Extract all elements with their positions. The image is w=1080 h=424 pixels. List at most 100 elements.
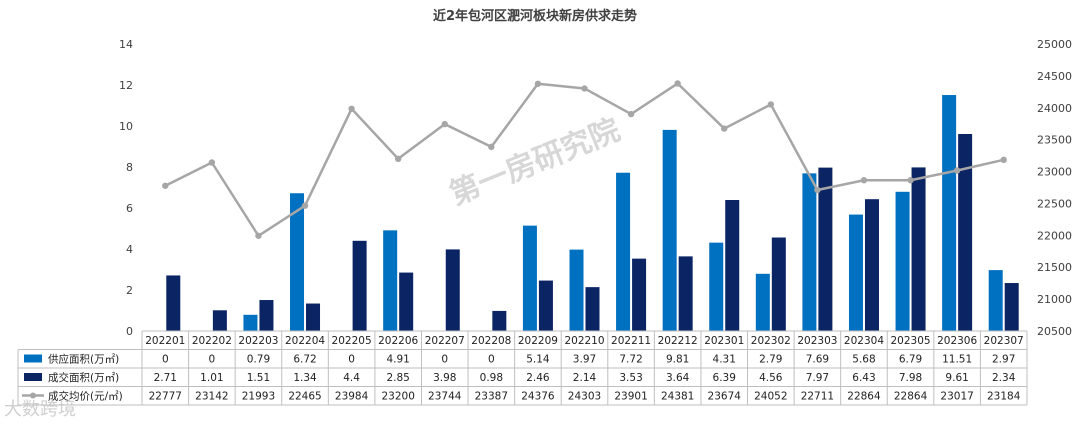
bar-supply xyxy=(616,172,631,331)
y-left-tick-label: 12 xyxy=(119,79,133,92)
x-tick-label: 202209 xyxy=(518,335,558,347)
x-tick-label: 202204 xyxy=(285,335,325,347)
x-tick-label: 202202 xyxy=(192,335,232,347)
table-cell: 7.69 xyxy=(806,354,829,366)
price-point xyxy=(301,202,309,209)
chart-title: 近2年包河区淝河板块新房供求走势 xyxy=(433,8,637,24)
bar-sold xyxy=(585,287,600,331)
table-cell: 0 xyxy=(162,354,169,366)
bar-sold xyxy=(911,167,926,331)
table-cell: 23387 xyxy=(475,391,508,403)
data-table: 202201 202202 202203 202204 202205 202206 2022… xyxy=(17,330,1028,406)
bar-sold xyxy=(538,280,553,331)
table-cell: 0.98 xyxy=(480,372,503,384)
bar-supply xyxy=(569,249,584,331)
y-right-tick-label: 23000 xyxy=(1037,166,1072,179)
table-cell: 3.98 xyxy=(433,372,456,384)
price-point xyxy=(348,105,355,112)
price-point xyxy=(860,177,868,184)
table-cell: 22711 xyxy=(801,391,834,403)
y-right-tick-label: 22500 xyxy=(1037,197,1072,210)
y-right-tick-label: 24000 xyxy=(1037,102,1072,115)
watermark-corner: 大数跨境 xyxy=(4,399,76,420)
x-tick-label: 202302 xyxy=(751,335,791,347)
bar-sold xyxy=(958,133,973,331)
price-point xyxy=(162,182,169,189)
table-cell: 23984 xyxy=(335,391,369,403)
bar-sold xyxy=(352,240,367,331)
y-right-tick-label: 24500 xyxy=(1037,70,1072,83)
bars xyxy=(166,95,1019,331)
bar-sold xyxy=(1004,283,1019,331)
x-tick-label: 202305 xyxy=(891,335,931,347)
bar-sold xyxy=(818,167,833,331)
table-cell: 23142 xyxy=(195,391,228,403)
x-tick-label: 202208 xyxy=(471,335,511,347)
table-cell: 1.01 xyxy=(200,372,223,384)
table-cell: 3.53 xyxy=(619,372,642,384)
bar-sold xyxy=(678,256,693,331)
table-cell: 6.72 xyxy=(293,354,316,366)
y-right-tick-label: 21500 xyxy=(1037,261,1072,274)
price-point xyxy=(488,143,495,151)
x-tick-label: 202304 xyxy=(844,335,884,347)
table-cell: 7.72 xyxy=(619,354,642,366)
y-left-tick-label: 8 xyxy=(126,161,133,174)
table-cell: 2.71 xyxy=(154,372,177,384)
table-cell: 24381 xyxy=(661,391,694,403)
y-left-tick-label: 14 xyxy=(119,38,133,51)
bar-sold xyxy=(166,275,181,331)
table-cell: 3.64 xyxy=(666,372,690,384)
x-tick-label: 202212 xyxy=(658,335,698,347)
price-point xyxy=(394,155,402,162)
y-left-tick-label: 2 xyxy=(126,284,133,297)
table-cell: 7.97 xyxy=(806,372,829,384)
table-cell: 0 xyxy=(348,354,355,366)
bar-sold xyxy=(492,310,507,331)
price-line xyxy=(162,80,1007,239)
bar-sold xyxy=(399,272,414,331)
bar-sold xyxy=(632,258,647,331)
table-cell: 1.51 xyxy=(247,372,270,384)
x-tick-label: 202303 xyxy=(797,335,837,347)
x-tick-label: 202211 xyxy=(611,335,651,347)
bar-supply xyxy=(290,193,305,331)
table-cell: 5.68 xyxy=(852,354,875,366)
table-cell: 7.98 xyxy=(899,372,922,384)
price-point xyxy=(581,85,588,92)
table-cell: 2.34 xyxy=(992,372,1016,384)
bar-sold xyxy=(864,199,879,331)
table-cell: 23200 xyxy=(381,391,414,403)
table-cell: 6.43 xyxy=(852,372,875,384)
axes: 0 2 4 6 8 10 12 14 20500 21000 21500 22000 22500 2300… xyxy=(119,38,1072,338)
table-cell: 6.79 xyxy=(899,354,922,366)
table-cell: 4.31 xyxy=(713,354,736,366)
legend-label: 供应面积(万㎡) xyxy=(48,353,119,366)
table-cell: 9.81 xyxy=(666,354,689,366)
table-cell: 23017 xyxy=(940,391,973,403)
bar-supply xyxy=(243,314,258,331)
x-tick-label: 202307 xyxy=(984,335,1024,347)
table-cell: 2.85 xyxy=(386,372,409,384)
table-cell: 4.91 xyxy=(386,354,409,366)
x-tick-label: 202205 xyxy=(332,335,372,347)
x-tick-label: 202207 xyxy=(425,335,465,347)
table-cell: 2.14 xyxy=(573,372,597,384)
price-point xyxy=(1000,156,1007,164)
table-cell: 22777 xyxy=(149,391,182,403)
table-cell: 23901 xyxy=(614,391,647,403)
price-point xyxy=(255,232,262,239)
watermark: 第一房研究院 xyxy=(445,113,625,213)
table-cell: 9.61 xyxy=(945,372,968,384)
price-point xyxy=(721,125,728,132)
table-cell: 23674 xyxy=(708,391,742,403)
table-cell: 0 xyxy=(441,354,448,366)
table-cell: 24376 xyxy=(521,391,555,403)
table-cell: 24052 xyxy=(754,391,787,403)
table-cell: 0 xyxy=(488,354,495,366)
y-left-tick-label: 6 xyxy=(126,202,133,215)
bar-supply xyxy=(662,129,677,331)
x-tick-label: 202206 xyxy=(378,335,418,347)
table-cell: 1.34 xyxy=(293,372,317,384)
